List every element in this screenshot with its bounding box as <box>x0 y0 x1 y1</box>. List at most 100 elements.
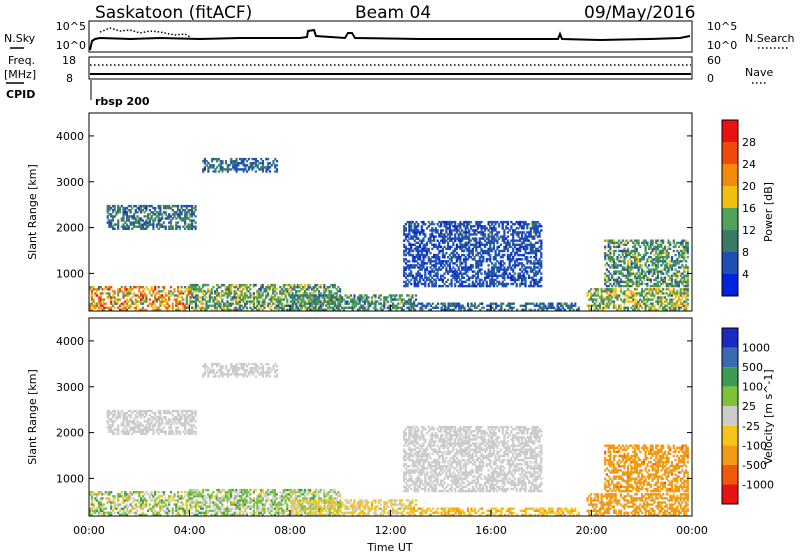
range-gate-cell <box>270 300 273 303</box>
range-gate-cell <box>207 290 210 293</box>
range-gate-cell <box>176 491 180 494</box>
range-gate-cell <box>499 266 502 269</box>
range-gate-cell <box>679 306 682 309</box>
range-gate-cell <box>147 288 150 291</box>
range-gate-cell <box>539 302 542 305</box>
range-gate-cell <box>644 306 647 309</box>
range-gate-cell <box>649 268 652 271</box>
range-gate-cell <box>159 217 162 220</box>
range-gate-cell <box>414 308 417 312</box>
range-gate-cell <box>150 302 153 305</box>
range-gate-cell <box>528 308 531 312</box>
range-gate-cell <box>662 296 665 299</box>
range-gate-cell <box>494 249 497 253</box>
range-gate-cell <box>512 239 515 242</box>
range-gate-cell <box>173 493 176 496</box>
range-gate-cell <box>570 306 573 309</box>
range-gate-cell <box>466 278 469 282</box>
range-gate-cell <box>648 264 651 267</box>
range-gate-cell <box>639 245 642 249</box>
range-gate-cell <box>618 253 621 257</box>
range-gate-cell <box>685 264 688 267</box>
range-gate-cell <box>207 168 210 171</box>
range-gate-cell <box>609 249 612 253</box>
range-gate-cell <box>614 241 617 244</box>
range-gate-cell <box>295 286 298 289</box>
range-gate-cell <box>533 223 536 226</box>
range-gate-cell <box>476 262 480 265</box>
range-gate-cell <box>310 302 314 305</box>
range-gate-cell <box>656 266 659 269</box>
range-gate-cell <box>152 292 155 295</box>
range-gate-cell <box>203 306 206 309</box>
range-gate-cell <box>415 278 418 282</box>
range-gate-cell <box>434 235 437 238</box>
range-gate-cell <box>441 278 444 282</box>
range-gate-cell <box>110 418 113 421</box>
range-gate-cell <box>282 306 285 309</box>
range-gate-cell <box>193 283 196 287</box>
range-gate-cell <box>533 237 536 240</box>
range-gate-cell <box>499 256 502 259</box>
range-gate-cell <box>154 509 157 512</box>
range-gate-cell <box>653 262 656 265</box>
range-gate-cell <box>166 513 169 517</box>
range-gate-cell <box>117 225 120 228</box>
range-gate-cell <box>381 304 384 307</box>
range-gate-cell <box>484 251 487 255</box>
range-gate-cell <box>683 256 686 259</box>
range-gate-cell <box>616 264 619 267</box>
range-gate-cell <box>134 505 137 508</box>
range-gate-cell <box>362 306 365 309</box>
range-gate-cell <box>508 229 511 232</box>
range-gate-cell <box>118 308 122 312</box>
range-gate-cell <box>362 304 365 307</box>
range-gate-cell <box>457 258 460 261</box>
range-gate-cell <box>120 290 123 293</box>
range-gate-cell <box>496 284 499 288</box>
range-gate-cell <box>291 304 294 307</box>
range-gate-cell <box>110 221 113 224</box>
range-gate-cell <box>491 249 494 253</box>
range-gate-cell <box>406 278 409 282</box>
range-gate-cell <box>434 268 437 271</box>
range-gate-cell <box>478 231 481 234</box>
range-gate-cell <box>440 231 443 234</box>
range-gate-cell <box>508 258 511 261</box>
range-gate-cell <box>99 304 102 307</box>
power-cbar-tick: 4 <box>742 268 749 281</box>
range-gate-cell <box>464 258 467 261</box>
range-gate-cell <box>332 286 335 289</box>
range-gate-cell <box>265 157 268 161</box>
range-gate-cell <box>150 493 153 496</box>
range-gate-cell <box>226 296 229 299</box>
range-gate-cell <box>159 509 162 512</box>
range-gate-cell <box>459 227 462 230</box>
range-gate-cell <box>164 300 167 303</box>
range-gate-cell <box>214 304 217 307</box>
range-gate-cell <box>604 264 607 267</box>
range-gate-cell <box>335 296 338 299</box>
range-gate-cell <box>595 288 598 291</box>
range-gate-cell <box>150 288 153 291</box>
range-gate-cell <box>417 258 420 261</box>
range-gate-cell <box>208 290 211 293</box>
range-gate-cell <box>503 241 506 244</box>
range-gate-cell <box>108 292 111 295</box>
range-gate-cell <box>111 432 115 435</box>
range-gate-cell <box>189 507 192 510</box>
range-gate-cell <box>415 233 418 236</box>
range-gate-cell <box>487 284 490 288</box>
range-gate-cell <box>463 306 466 309</box>
range-gate-cell <box>117 503 120 506</box>
range-gate-cell <box>466 241 469 244</box>
range-gate-cell <box>649 302 652 305</box>
range-gate-cell <box>272 286 275 289</box>
range-gate-cell <box>143 227 146 230</box>
range-gate-cell <box>443 237 446 240</box>
range-gate-cell <box>660 278 663 282</box>
range-gate-cell <box>404 249 407 253</box>
range-gate-cell <box>445 223 448 226</box>
range-gate-cell <box>223 168 226 171</box>
range-gate-cell <box>459 258 462 261</box>
